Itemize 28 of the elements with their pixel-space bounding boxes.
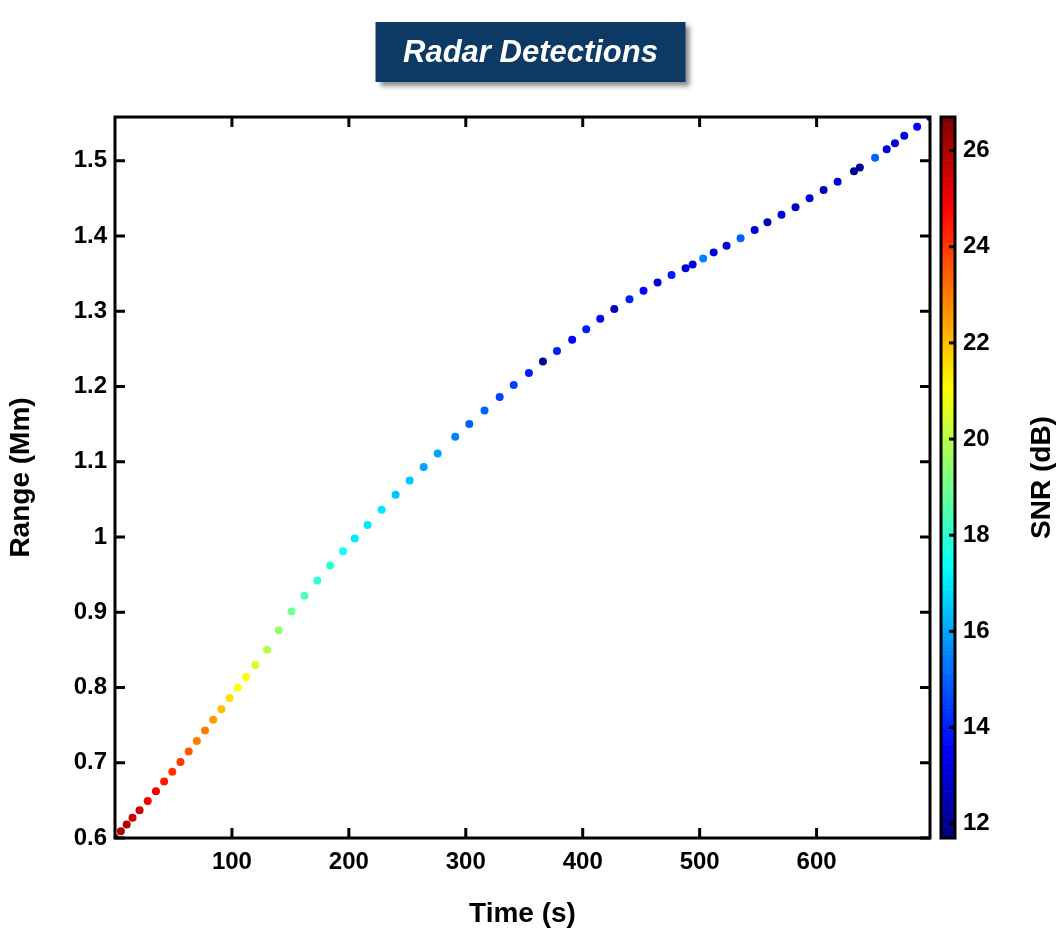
color-bar-label: 24	[963, 231, 991, 259]
y-tick-label: 1.1	[73, 446, 107, 474]
y-tick-label: 1.5	[73, 145, 107, 173]
y-tick-label: 0.9	[73, 596, 107, 624]
x-tick-label: 200	[328, 847, 369, 875]
y-tick-label: 1	[93, 521, 107, 549]
chart-title: Radar Detections	[375, 22, 686, 82]
x-tick-label: 400	[562, 847, 603, 875]
x-axis-title: Time (s)	[469, 896, 576, 928]
color-bar-label: 22	[963, 327, 990, 355]
x-tick-label: 100	[211, 847, 252, 875]
color-bar-label: 12	[963, 808, 990, 836]
x-tick-label: 300	[445, 847, 486, 875]
y-tick-label: 1.3	[73, 295, 107, 323]
color-bar-label: 20	[963, 423, 990, 451]
x-tick-label: 600	[796, 847, 837, 875]
y-tick-label: 0.6	[73, 822, 107, 850]
y-axis-title: Range (Mm)	[3, 397, 35, 558]
color-bar-label: 18	[963, 519, 990, 547]
y-tick-label: 1.4	[73, 220, 108, 248]
y-tick-label: 0.8	[73, 672, 107, 700]
y-tick-label: 0.7	[73, 747, 107, 775]
color-bar-label: 26	[963, 135, 990, 163]
color-bar-title: SNR (dB)	[1024, 416, 1056, 539]
y-tick-label: 1.2	[73, 371, 107, 399]
color-bar-label: 14	[963, 712, 991, 740]
color-bar-label: 16	[963, 615, 990, 643]
x-tick-label: 500	[679, 847, 720, 875]
